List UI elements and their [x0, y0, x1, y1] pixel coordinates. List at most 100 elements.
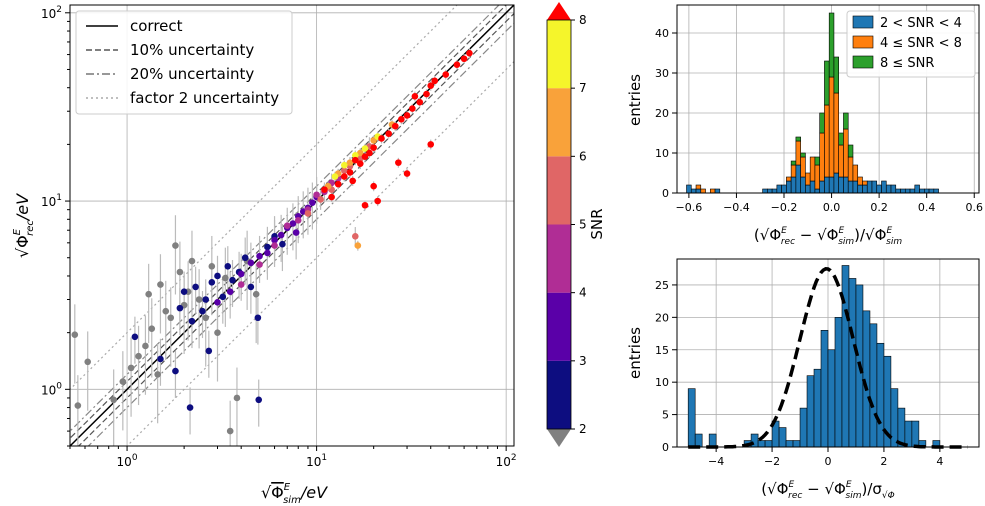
- scatter-point: [313, 191, 320, 199]
- histogram-bar: [814, 156, 820, 166]
- histogram-bar: [708, 433, 717, 448]
- scatter-point: [214, 298, 221, 306]
- hist-top-frame: [676, 4, 980, 194]
- scatter-point: [110, 396, 117, 404]
- histogram-bar: [852, 180, 859, 194]
- scatter-point: [188, 317, 196, 325]
- histogram-bar: [786, 180, 792, 194]
- y-tick-label: 10: [655, 376, 669, 389]
- colorbar-bin: [547, 156, 571, 225]
- histogram-bar: [862, 184, 868, 194]
- x-tick-label: −0.2: [771, 201, 798, 214]
- histogram-bar: [762, 188, 768, 194]
- scatter-point: [361, 153, 369, 161]
- scatter-point: [192, 283, 199, 291]
- histogram-bar: [814, 188, 820, 194]
- y-tick-label: 20: [655, 107, 669, 120]
- scatter-point: [361, 145, 369, 152]
- scatter-point: [279, 240, 286, 248]
- legend-label-10pct: 10% uncertainty: [130, 41, 254, 59]
- histogram-bar: [834, 317, 843, 448]
- scatter-point: [370, 182, 377, 190]
- histogram-bar: [847, 156, 854, 182]
- x-tick-label: 0: [825, 455, 832, 468]
- scatter-point: [180, 288, 188, 296]
- histogram-bar: [778, 427, 787, 448]
- x-tick-label: 101: [306, 453, 327, 469]
- scatter-point: [202, 314, 210, 322]
- scatter-frame: [69, 4, 515, 447]
- scatter-point: [252, 290, 260, 298]
- scatter-point: [74, 402, 82, 409]
- scatter-point: [226, 427, 234, 435]
- histogram-bar: [848, 278, 857, 448]
- histogram-bar: [790, 176, 797, 194]
- histogram-bar: [786, 176, 792, 182]
- colorbar-bin: [547, 88, 571, 157]
- scatter-point: [391, 122, 399, 130]
- histogram-bar: [687, 388, 696, 448]
- histogram-bar: [819, 132, 825, 182]
- scatter-point: [84, 358, 92, 366]
- histogram-bar: [805, 184, 811, 194]
- histogram-bar: [833, 172, 840, 194]
- scatter-point: [374, 197, 381, 205]
- scatter-point: [208, 263, 216, 270]
- histogram-bar: [843, 176, 849, 194]
- scatter-point: [256, 252, 263, 260]
- scatter-point: [145, 290, 152, 298]
- x-tick-label: −0.6: [676, 201, 703, 214]
- scatter-point: [142, 342, 149, 350]
- histogram-bar: [827, 349, 836, 448]
- histogram-bar: [895, 188, 901, 194]
- stacked-bars: [686, 12, 939, 194]
- line-factor2-lower: [126, 60, 514, 446]
- histogram-bar: [814, 164, 820, 190]
- scatter-point: [71, 331, 79, 339]
- histogram-bar: [933, 188, 939, 194]
- hist-bottom-ylabel: entries: [626, 327, 644, 379]
- scatter-point: [119, 378, 127, 385]
- scatter-legend: correct 10% uncertainty 20% uncertainty …: [75, 10, 293, 115]
- scatter-point: [127, 364, 135, 372]
- scatter-point: [219, 293, 227, 301]
- scatter-point: [176, 268, 184, 276]
- colorbar-bin: [547, 20, 571, 89]
- histogram-bar: [911, 420, 920, 448]
- scatter-point: [271, 242, 278, 249]
- scatter-point: [334, 180, 342, 188]
- histogram-bar: [686, 184, 692, 194]
- histogram-bar: [709, 188, 716, 194]
- x-tick-label: −4: [708, 455, 724, 468]
- histogram-bar: [819, 112, 825, 134]
- scatter-point: [423, 90, 430, 98]
- scatter-point: [304, 210, 312, 217]
- scatter-point: [247, 283, 255, 291]
- histogram-bar: [805, 172, 811, 186]
- x-tick-label: 0.0: [823, 201, 841, 214]
- legend-label-snr-mid: 4 ≤ SNR < 8: [880, 36, 962, 51]
- residual-bars: [687, 265, 941, 448]
- scatter-point: [354, 242, 362, 249]
- scatter-point: [154, 371, 161, 378]
- histogram-bar: [924, 188, 930, 194]
- histogram-bar: [800, 152, 806, 158]
- hist-bottom-xlabel: (√ΦE rec − √ΦE sim)/σ√Φ: [761, 480, 895, 501]
- scatter-point: [157, 281, 164, 288]
- colorbar-under-arrow: [547, 429, 571, 447]
- histogram-bar: [800, 176, 806, 194]
- scatter-points: [71, 49, 473, 435]
- histogram-bar: [914, 184, 920, 194]
- scatter-point: [224, 263, 232, 270]
- colorbar-tick-label: 4: [579, 286, 587, 300]
- histogram-bar: [904, 188, 911, 194]
- y-tick-label: 102: [41, 5, 62, 21]
- colorbar-tick-label: 3: [579, 354, 587, 368]
- histogram-bar: [764, 440, 773, 448]
- scatter-point: [351, 156, 359, 164]
- x-tick-label: 0.2: [870, 201, 888, 214]
- y-tick-label: 5: [662, 409, 669, 422]
